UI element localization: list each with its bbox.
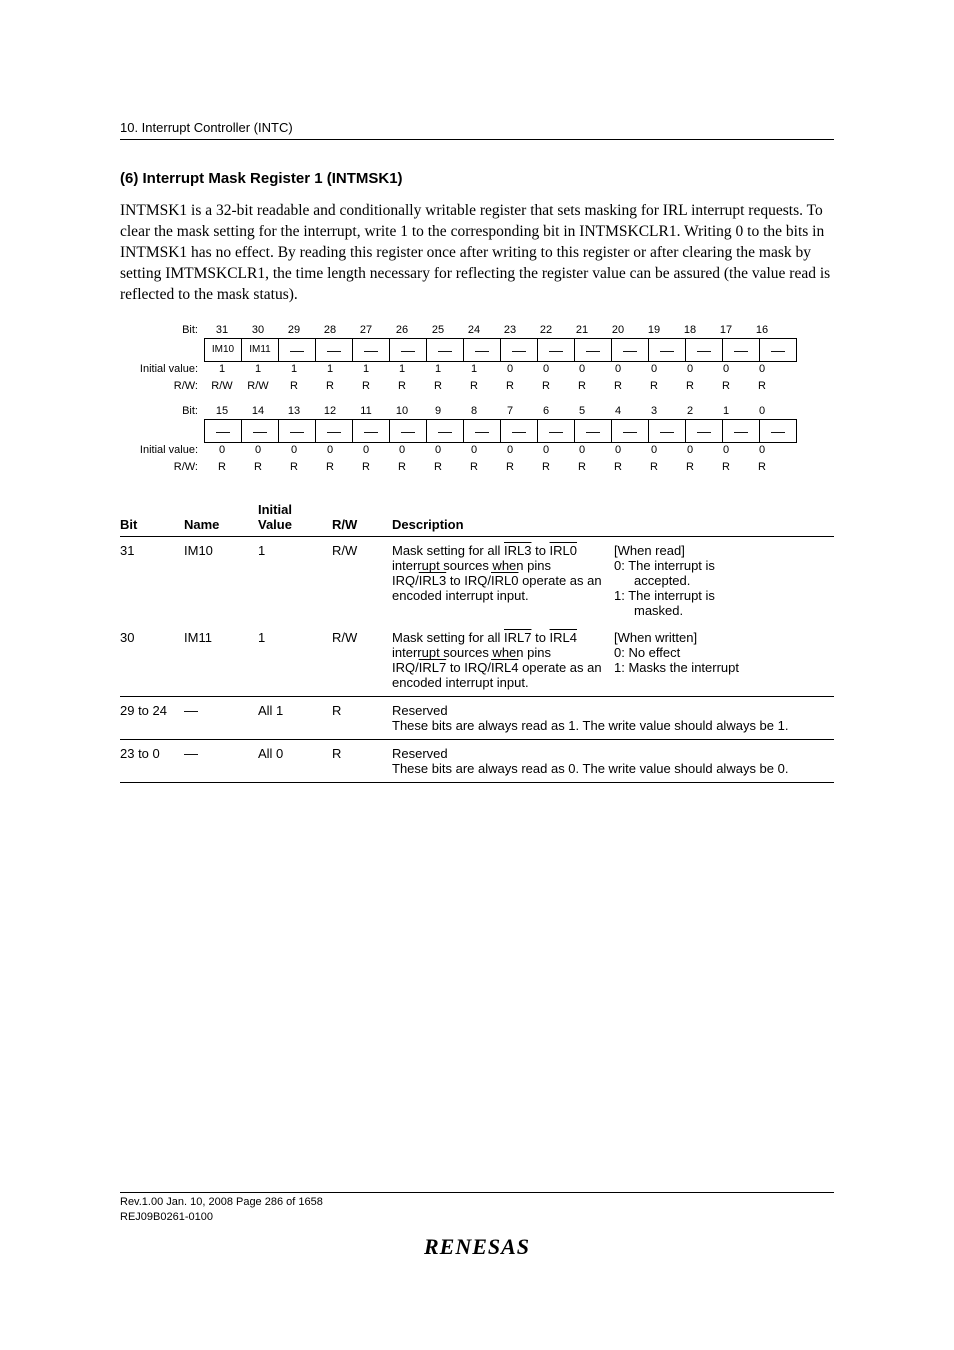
th-name: Name	[184, 500, 258, 537]
table-row: 29 to 24—All 1RReservedThese bits are al…	[120, 696, 834, 739]
table-row: 23 to 0—All 0RReservedThese bits are alw…	[120, 739, 834, 782]
footer-revision: Rev.1.00 Jan. 10, 2008 Page 286 of 1658	[120, 1195, 834, 1209]
footer-docid: REJ09B0261-0100	[120, 1210, 834, 1224]
section-heading: (6) Interrupt Mask Register 1 (INTMSK1)	[120, 170, 834, 187]
th-rw: R/W	[332, 500, 392, 537]
chapter-header: 10. Interrupt Controller (INTC)	[120, 120, 834, 140]
register-bitmap: Bit:31302928272625242322212019181716IM10…	[120, 322, 834, 476]
bit-description-table: Bit Name InitialValue R/W Description 31…	[120, 500, 834, 783]
table-row: 31IM101R/WMask setting for all IRL3 to I…	[120, 536, 834, 624]
th-description: Description	[392, 500, 834, 537]
page-footer: Rev.1.00 Jan. 10, 2008 Page 286 of 1658 …	[120, 1192, 834, 1260]
th-bit: Bit	[120, 500, 184, 537]
page: 10. Interrupt Controller (INTC) (6) Inte…	[0, 0, 954, 1350]
section-body: INTMSK1 is a 32-bit readable and conditi…	[120, 201, 834, 306]
table-row: 30IM111R/WMask setting for all IRL7 to I…	[120, 624, 834, 697]
renesas-logo: RENESAS	[120, 1234, 834, 1260]
th-initial-value: InitialValue	[258, 500, 332, 537]
